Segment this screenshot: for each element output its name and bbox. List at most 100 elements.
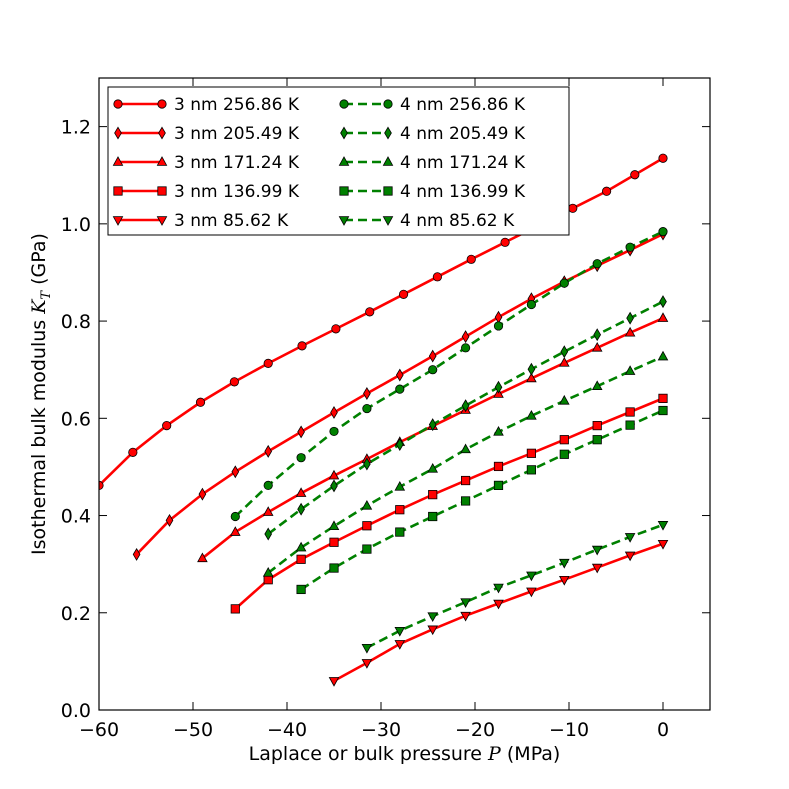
plot-frame — [98, 77, 711, 711]
legend-item: 4 nm 171.24 K — [338, 153, 526, 173]
data-point — [658, 153, 668, 163]
legend-item: 3 nm 256.86 K — [113, 95, 300, 115]
data-point — [559, 575, 570, 586]
data-point — [592, 420, 602, 431]
data-point — [427, 612, 438, 623]
x-axis-label-prefix: Laplace or bulk pressure — [249, 743, 488, 765]
data-point — [624, 326, 636, 337]
data-point — [132, 547, 141, 561]
legend-marker — [340, 126, 348, 140]
y-tick-label: 1.2 — [61, 117, 91, 139]
data-point — [331, 324, 341, 334]
x-tick-label: 0 — [657, 719, 669, 741]
legend-marker — [338, 156, 350, 166]
legend-marker — [383, 186, 393, 196]
data-point — [657, 539, 669, 550]
y-axis-label-subscript: T — [39, 290, 54, 300]
data-point — [295, 541, 307, 552]
legend-marker — [382, 216, 394, 226]
data-point — [295, 487, 307, 497]
data-point — [394, 480, 406, 491]
x-tick-label: −30 — [361, 719, 401, 741]
data-point — [395, 505, 405, 515]
data-point — [329, 563, 339, 573]
y-tick-label: 0.2 — [61, 603, 91, 625]
data-point — [427, 625, 438, 636]
data-point — [198, 487, 207, 501]
data-point — [657, 350, 669, 361]
data-point — [230, 604, 240, 614]
series-line — [366, 523, 664, 649]
legend-marker — [383, 99, 393, 109]
data-point — [394, 640, 406, 650]
x-axis-label: Laplace or bulk pressure P (MPa) — [249, 743, 561, 765]
legend-marker — [338, 216, 350, 226]
series-1 — [99, 153, 668, 490]
y-tick-label: 0.0 — [61, 700, 91, 722]
legend-marker — [112, 216, 124, 226]
x-tick-label: −50 — [173, 719, 213, 741]
data-point — [363, 457, 371, 471]
series-4 — [230, 393, 668, 614]
data-point — [493, 321, 504, 331]
data-point — [395, 368, 404, 382]
data-point — [460, 475, 471, 486]
data-point — [328, 469, 340, 480]
data-point — [328, 520, 340, 530]
data-point — [428, 490, 438, 500]
data-point — [626, 311, 634, 325]
data-point — [559, 435, 569, 445]
data-point — [394, 626, 406, 637]
legend-item: 3 nm 205.49 K — [114, 124, 300, 144]
data-point — [197, 552, 208, 563]
data-point — [460, 611, 471, 622]
y-tick-label: 0.8 — [61, 311, 91, 333]
legend-marker — [339, 99, 349, 109]
data-point — [559, 394, 570, 405]
data-point — [624, 551, 636, 562]
legend-marker — [156, 156, 168, 166]
data-point — [493, 480, 504, 490]
legend-item: 4 nm 205.49 K — [340, 124, 526, 144]
data-point — [526, 587, 537, 598]
data-point — [296, 453, 306, 463]
data-point — [592, 435, 602, 445]
data-point — [466, 254, 476, 264]
data-point — [398, 289, 409, 299]
data-point — [428, 418, 437, 432]
data-point — [559, 278, 569, 288]
data-point — [297, 341, 307, 351]
y-tick-label: 0.6 — [61, 408, 91, 430]
x-tick-label: −40 — [267, 719, 307, 741]
data-point — [460, 598, 471, 608]
y-tick-label: 0.4 — [61, 506, 91, 528]
data-point — [263, 480, 273, 490]
data-point — [493, 583, 504, 594]
data-point — [329, 426, 339, 437]
data-point — [195, 397, 206, 407]
legend-marker — [112, 156, 124, 166]
data-point — [659, 295, 667, 309]
legend-label: 4 nm 256.86 K — [400, 95, 526, 115]
series-10 — [361, 521, 669, 654]
data-point — [658, 393, 668, 403]
data-point — [263, 575, 273, 585]
data-point — [493, 461, 504, 472]
y-tick-label: 1.0 — [61, 214, 91, 236]
data-point — [625, 242, 635, 252]
legend-marker — [113, 186, 123, 196]
data-point — [365, 307, 375, 317]
data-point — [263, 358, 273, 368]
data-point — [657, 521, 669, 531]
data-point — [601, 186, 612, 196]
y-axis-label: Isothermal bulk modulus KT (GPa) — [28, 233, 54, 555]
data-point — [568, 203, 578, 213]
data-point — [230, 526, 241, 536]
legend-label: 3 nm 205.49 K — [174, 124, 300, 144]
data-point — [296, 584, 306, 595]
data-point — [330, 406, 338, 419]
data-point — [361, 644, 373, 654]
data-point — [526, 410, 537, 420]
data-point — [230, 511, 240, 522]
